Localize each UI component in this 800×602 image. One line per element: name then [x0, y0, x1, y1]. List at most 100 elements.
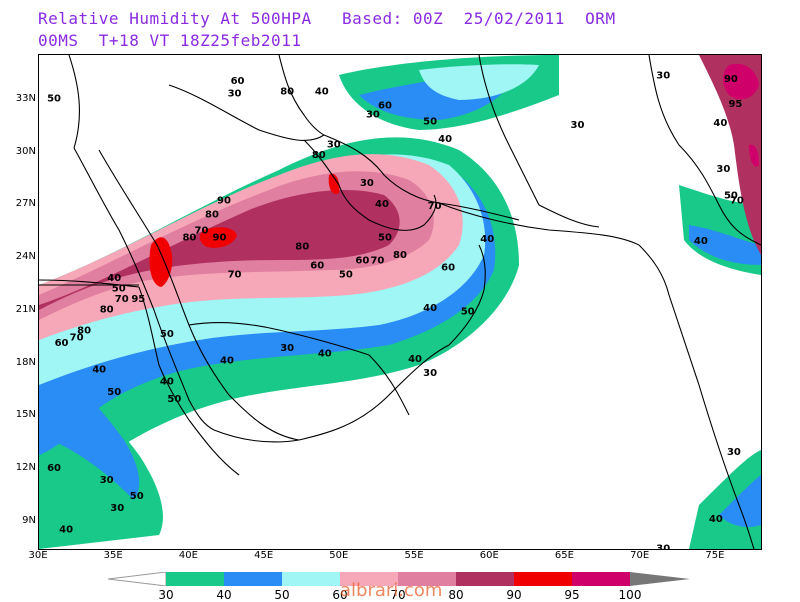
legend-swatch [572, 572, 630, 586]
legend-label: 30 [158, 588, 174, 602]
legend-label: 100 [618, 588, 642, 602]
longitude-label: 40E [178, 550, 198, 561]
longitude-label: 35E [103, 550, 123, 561]
legend-swatch [340, 572, 398, 586]
legend-label: 70 [390, 588, 406, 602]
legend-swatch [456, 572, 514, 586]
contour-label: 80 [205, 210, 219, 221]
rh-field-80 [699, 55, 761, 255]
contour-label: 30 [571, 120, 585, 131]
legend-swatch [224, 572, 282, 586]
latitude-label: 24N [15, 251, 36, 263]
contour-label: 50 [167, 394, 181, 405]
contour-label: 40 [315, 87, 329, 98]
legend-label: 90 [506, 588, 522, 602]
contour-label: 80 [100, 305, 114, 316]
contour-label: 80 [77, 326, 91, 337]
contour-label: 60 [47, 463, 61, 474]
rh-field-40 [689, 225, 761, 265]
legend-label: 80 [448, 588, 464, 602]
contour-label: 30 [656, 71, 670, 82]
humidity-map: 60 80 40 30 50 60 30 50 40 30 30 90 95 40 30 50 70 40 30 80… [38, 54, 762, 550]
latitude-label: 18N [15, 356, 36, 368]
contour-label: 40 [220, 356, 234, 367]
longitude-label: 50E [329, 550, 349, 561]
rh-field-90 [328, 173, 340, 195]
color-legend [108, 572, 690, 586]
contour-label: 60 [355, 255, 369, 266]
longitude-label: 65E [554, 550, 574, 561]
map-title: Relative Humidity At 500HPA Based: 00Z 2… [38, 9, 616, 28]
longitude-label: 45E [254, 550, 274, 561]
legend-label: 60 [332, 588, 348, 602]
latitude-label: 21N [15, 303, 36, 315]
rh-field-80 [39, 190, 400, 310]
contour-label: 70 [194, 225, 208, 236]
latitude-label: 15N [15, 409, 36, 421]
contour-label: 70 [70, 333, 84, 344]
contour-label: 50 [378, 232, 392, 243]
legend-arrow-low [108, 572, 167, 586]
contour-label: 80 [280, 87, 294, 98]
contour-label: 40 [92, 364, 106, 375]
contour-label: 70 [428, 201, 442, 212]
contour-label: 60 [55, 338, 69, 349]
watermark: albrari.com [340, 580, 443, 601]
contour-label: 40 [694, 236, 708, 247]
contour-label: 50 [160, 329, 174, 340]
humidity-fields [39, 55, 761, 549]
contour-label: 30 [280, 343, 294, 354]
contour-label: 30 [100, 475, 114, 486]
contour-label: 70 [115, 294, 129, 305]
contour-label: 80 [295, 241, 309, 252]
contour-label: 50 [112, 283, 126, 294]
contour-label: 40 [709, 514, 723, 525]
longitude-label: 75E [705, 550, 725, 561]
contour-label: 60 [310, 261, 324, 272]
contour-label: 40 [375, 199, 389, 210]
rh-field-90 [199, 227, 237, 248]
contour-label: 95 [728, 99, 742, 110]
contour-label: 40 [438, 134, 452, 145]
contour-label: 40 [713, 118, 727, 129]
contour-label: 80 [312, 150, 326, 161]
legend-swatch [166, 572, 224, 586]
contour-label: 80 [182, 232, 196, 243]
contour-label: 60 [231, 76, 245, 87]
rh-field-95 [723, 63, 759, 100]
latitude-label: 12N [15, 462, 36, 473]
longitude-label: 60E [479, 550, 499, 561]
legend-label: 50 [274, 588, 290, 602]
contour-label: 30 [656, 544, 670, 549]
latitude-label: 33N [15, 92, 36, 104]
contour-label: 50 [339, 269, 353, 280]
contour-label: 70 [730, 196, 744, 207]
contour-label: 40 [59, 524, 73, 535]
contour-label: 30 [716, 164, 730, 175]
legend-label: 95 [564, 588, 580, 602]
contour-label: 30 [727, 447, 741, 458]
contour-label: 30 [327, 139, 341, 150]
rh-field-40 [719, 475, 761, 527]
latitude-label: 9N [22, 514, 36, 526]
rh-field-50 [419, 64, 539, 100]
contour-label: 50 [130, 491, 144, 502]
contour-label: 60 [441, 262, 455, 273]
contour-label: 40 [318, 348, 332, 359]
longitude-label: 55E [404, 550, 424, 561]
contour-label: 30 [366, 109, 380, 120]
rh-field-90 [149, 237, 173, 287]
contour-label: 30 [360, 178, 374, 189]
contour-label: 95 [131, 294, 145, 305]
latitude-label: 27N [15, 198, 36, 210]
contour-label: 70 [228, 269, 242, 280]
contour-label: 90 [724, 74, 738, 85]
contour-label: 60 [378, 101, 392, 112]
legend-swatch [514, 572, 572, 586]
longitude-label: 70E [630, 550, 650, 561]
contour-label: 50 [47, 94, 61, 105]
legend-swatch [398, 572, 456, 586]
contour-label: 30 [423, 368, 437, 379]
map-subtitle: 00MS T+18 VT 18Z25feb2011 [38, 31, 302, 50]
